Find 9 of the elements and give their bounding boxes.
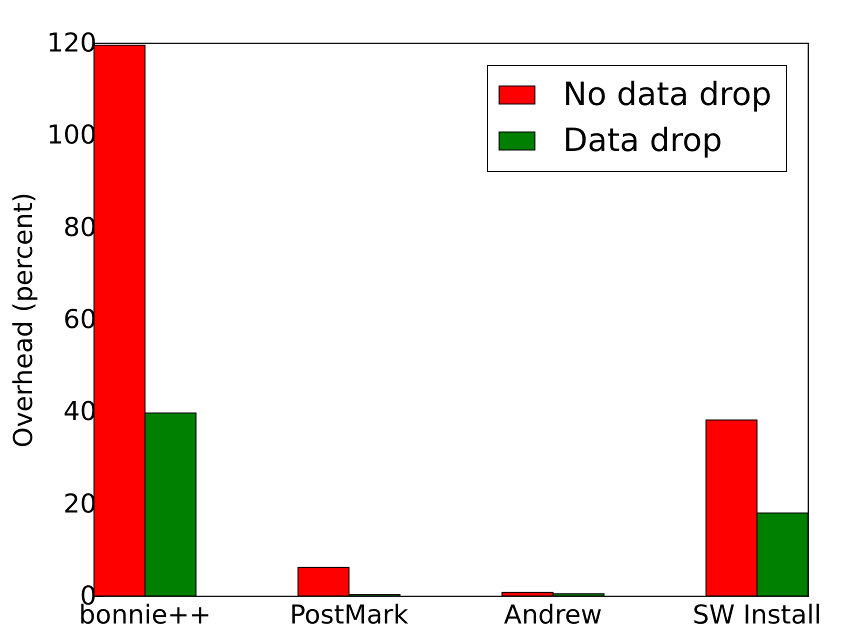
y-axis-title: Overhead (percent) [8, 192, 39, 448]
legend-label: No data drop [563, 75, 772, 113]
x-tick-label: PostMark [290, 600, 408, 627]
x-tick-label: SW Install [692, 600, 822, 627]
y-tick-label: 80 [63, 212, 96, 243]
y-tick-label: 120 [46, 28, 96, 58]
y-tick-label: 100 [46, 120, 96, 151]
legend-label: Data drop [563, 121, 722, 159]
x-tick-label: Andrew [504, 600, 602, 627]
